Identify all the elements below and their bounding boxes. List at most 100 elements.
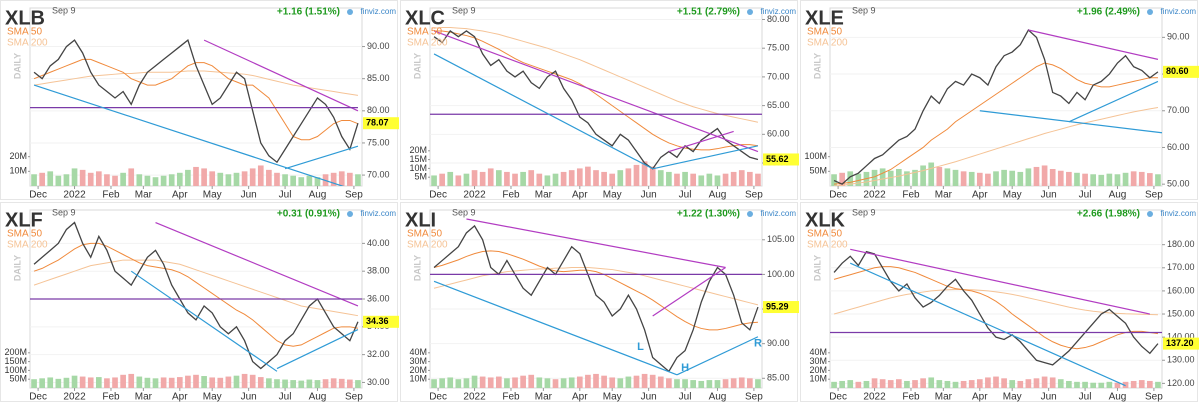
- legend-entry: SMA 50: [7, 27, 42, 38]
- volume-bar: [968, 380, 975, 388]
- volume-bar: [463, 378, 470, 388]
- y-tick-label: 70.00: [767, 71, 790, 81]
- volume-bar: [928, 162, 935, 186]
- volume-bar: [1122, 381, 1129, 388]
- price-box: [1163, 337, 1199, 350]
- volume-bar: [633, 164, 640, 186]
- volume-bar: [1009, 380, 1016, 388]
- y-tick-label: 36.00: [367, 293, 390, 303]
- volume-bar: [1082, 381, 1088, 388]
- y-tick-label: 70.00: [1167, 105, 1190, 115]
- source-icon: [1147, 9, 1153, 15]
- sma-line: [33, 70, 359, 96]
- source: finviz.com: [760, 209, 796, 218]
- legend-entry: SMA 200: [7, 38, 48, 49]
- volume-bar: [249, 374, 256, 388]
- trend-line: [276, 329, 359, 370]
- trend-line: [130, 270, 278, 372]
- y-tick-label: 85.00: [367, 73, 390, 83]
- x-tick-label: Mar: [535, 392, 553, 403]
- volume-bar: [512, 377, 518, 388]
- volume-bar: [79, 376, 86, 388]
- trend-line: [33, 84, 345, 186]
- volume-tick-label: 20M: [409, 365, 427, 375]
- x-tick-label: Dec: [29, 190, 47, 201]
- y-tick-label: 150.00: [1167, 308, 1195, 318]
- volume-bar: [1098, 382, 1105, 388]
- volume-bar: [495, 376, 502, 388]
- x-tick-label: Feb: [502, 190, 520, 201]
- x-tick-label: Sep: [1145, 392, 1163, 403]
- volume-bar: [722, 379, 729, 388]
- y-tick-label: 65.00: [767, 100, 790, 110]
- x-tick-label: Apr: [972, 392, 988, 403]
- x-tick-label: 2022: [863, 190, 886, 201]
- volume-bar: [722, 173, 729, 186]
- source-icon: [347, 9, 353, 15]
- volume-bar: [225, 376, 232, 388]
- volume-bar: [674, 379, 680, 388]
- volume-bar: [839, 172, 845, 186]
- y-tick-label: 100.00: [767, 269, 795, 279]
- y-tick-label: 75.00: [367, 137, 390, 147]
- chart-panel: Dec 2022 Feb Mar Apr May Jun Jul Aug Sep 50.00 60.0…: [800, 0, 1199, 201]
- price-box: [763, 301, 799, 314]
- volume-bar: [904, 380, 910, 388]
- change: +2.66 (1.98%): [1077, 209, 1140, 220]
- volume-bar: [1041, 165, 1048, 186]
- legend-entry: SMA 200: [807, 38, 848, 49]
- sma-line: [434, 30, 759, 151]
- plot-area: [831, 28, 1162, 186]
- panel-frame: [0, 0, 398, 200]
- ticker: XLB: [5, 7, 45, 29]
- volume-bar: [176, 377, 183, 388]
- x-tick-label: Apr: [172, 190, 188, 201]
- volume-bar: [855, 381, 862, 388]
- volume-bar: [347, 379, 353, 388]
- legend-entry: SMA 200: [807, 240, 848, 251]
- volume-bar: [993, 376, 999, 388]
- price-line: [33, 221, 359, 370]
- volume-bar: [1001, 378, 1007, 388]
- volume-bar: [698, 380, 705, 388]
- volume-bar: [1130, 171, 1137, 186]
- volume-bar: [495, 170, 502, 186]
- trend-line: [284, 145, 359, 170]
- volume-bar: [120, 374, 126, 388]
- volume-bar: [985, 377, 991, 388]
- volume-bar: [747, 378, 753, 388]
- plot-area: [430, 218, 762, 388]
- volume-bar: [1057, 170, 1064, 186]
- x-tick-label: Jun: [1041, 190, 1057, 201]
- volume-bar: [1074, 381, 1080, 388]
- volume-bar: [1017, 171, 1024, 186]
- sma-line: [33, 242, 359, 347]
- volume-bar: [463, 173, 470, 186]
- change: +0.31 (0.91%): [277, 209, 340, 220]
- price-line: [833, 250, 1159, 366]
- volume-bar: [944, 380, 951, 388]
- change: +1.16 (1.51%): [277, 7, 340, 18]
- price-label: 34.36: [366, 316, 389, 326]
- volume-bar: [536, 377, 543, 388]
- volume-tick-label: 15M: [409, 154, 427, 164]
- x-tick-label: 2022: [63, 392, 86, 403]
- plot-area: [30, 221, 362, 388]
- volume-tick-label: 40M: [809, 347, 827, 357]
- volume-bar: [471, 375, 478, 388]
- x-tick-label: Aug: [709, 190, 727, 201]
- trend-line: [652, 266, 726, 317]
- volume-bar: [314, 380, 321, 388]
- volume-bar: [960, 380, 967, 388]
- volume-bar: [666, 378, 672, 388]
- volume-bar: [714, 380, 721, 388]
- volume-bar: [347, 172, 353, 186]
- date: Sep 9: [452, 207, 476, 217]
- volume-bar: [217, 377, 224, 388]
- volume-bar: [544, 175, 551, 186]
- volume-bar: [233, 172, 240, 186]
- volume-bar: [112, 175, 118, 186]
- volume-bar: [95, 377, 102, 388]
- x-tick-label: Jun: [641, 190, 657, 201]
- x-tick-label: Jul: [279, 190, 292, 201]
